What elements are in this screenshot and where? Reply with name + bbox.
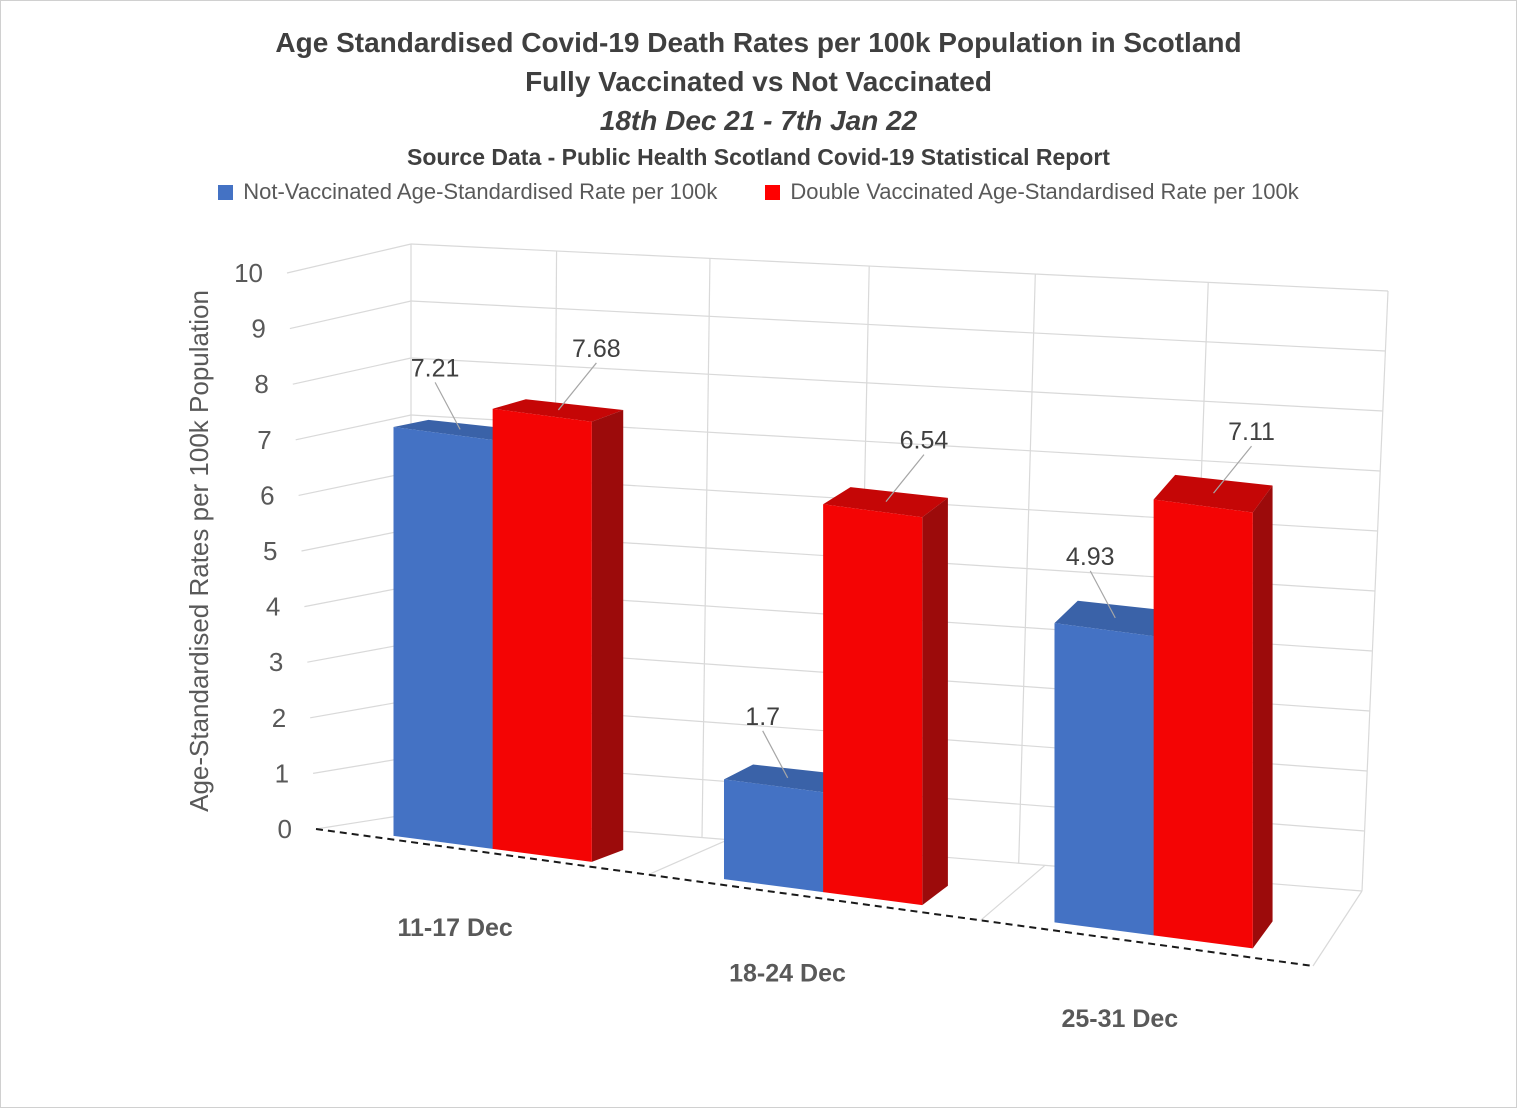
floor-gridline bbox=[648, 839, 729, 876]
legend-swatch-not-vaccinated bbox=[218, 184, 234, 200]
y-tick-label: 2 bbox=[272, 703, 286, 733]
category-label: 18-24 Dec bbox=[729, 960, 846, 988]
bar-not-vaccinated-11-17-dec-front-face bbox=[393, 427, 493, 849]
wall-vertical-gridline bbox=[1018, 274, 1036, 864]
data-label-leader-line bbox=[1213, 445, 1253, 494]
y-tick-label: 10 bbox=[234, 258, 263, 288]
side-gridline bbox=[286, 243, 412, 274]
category-label: 11-17 Dec bbox=[397, 914, 512, 942]
data-label-leader-line bbox=[885, 454, 925, 503]
data-label: 1.7 bbox=[745, 703, 780, 731]
wall-vertical-gridline bbox=[701, 258, 711, 838]
data-label-leader-line bbox=[557, 362, 597, 411]
bar-not-vaccinated-18-24-dec-front-face bbox=[723, 779, 824, 893]
legend-swatch-double-vaccinated bbox=[765, 184, 781, 200]
side-gridline bbox=[295, 414, 412, 441]
category-label: 25-31 Dec bbox=[1061, 1005, 1178, 1033]
bar-not-vaccinated-25-31-dec-front-face bbox=[1054, 623, 1154, 936]
back-gridline bbox=[410, 300, 1386, 352]
y-tick-label: 4 bbox=[266, 592, 280, 622]
bar-double-vaccinated-18-24-dec-side-face bbox=[922, 497, 948, 906]
side-gridline bbox=[289, 300, 412, 330]
bar-double-vaccinated-11-17-dec-front-face bbox=[492, 408, 592, 862]
chart-title: Age Standardised Covid-19 Death Rates pe… bbox=[275, 27, 1242, 58]
chart-header: Age Standardised Covid-19 Death Rates pe… bbox=[1, 23, 1516, 205]
chart-date-range: 18th Dec 21 - 7th Jan 22 bbox=[599, 105, 918, 136]
y-tick-label: 7 bbox=[257, 425, 271, 455]
side-gridline bbox=[298, 471, 412, 496]
data-label: 7.21 bbox=[411, 354, 460, 382]
data-label-leader-line bbox=[1089, 570, 1116, 619]
legend-item-not-vaccinated: Not-Vaccinated Age-Standardised Rate per… bbox=[218, 179, 717, 205]
legend-label-double-vaccinated: Double Vaccinated Age-Standardised Rate … bbox=[790, 179, 1299, 204]
y-tick-label: 9 bbox=[251, 314, 265, 344]
y-tick-label: 1 bbox=[275, 758, 289, 788]
bar-not-vaccinated-18-24-dec-top-face bbox=[723, 764, 851, 793]
y-tick-label: 0 bbox=[278, 814, 292, 844]
side-gridline bbox=[292, 357, 412, 385]
data-label: 7.11 bbox=[1228, 418, 1275, 446]
legend-item-double-vaccinated: Double Vaccinated Age-Standardised Rate … bbox=[765, 179, 1299, 205]
data-label-leader-line bbox=[762, 730, 789, 779]
legend-label-not-vaccinated: Not-Vaccinated Age-Standardised Rate per… bbox=[243, 179, 718, 204]
y-tick-label: 8 bbox=[254, 369, 268, 399]
data-label: 4.93 bbox=[1066, 543, 1115, 571]
side-gridline bbox=[301, 528, 412, 552]
y-axis-title: Age-Standardised Rates per 100k Populati… bbox=[184, 290, 214, 812]
y-tick-label: 5 bbox=[263, 536, 277, 566]
bar-double-vaccinated-25-31-dec-front-face bbox=[1153, 499, 1253, 949]
data-label-leader-line bbox=[434, 382, 461, 430]
bar-not-vaccinated-25-31-dec-top-face bbox=[1054, 600, 1176, 637]
chart-subtitle: Fully Vaccinated vs Not Vaccinated bbox=[525, 66, 992, 97]
floor-right-edge bbox=[1312, 890, 1363, 967]
y-tick-label: 3 bbox=[269, 647, 283, 677]
bar-double-vaccinated-25-31-dec-side-face bbox=[1252, 485, 1273, 949]
wall-vertical-gridline bbox=[1361, 290, 1389, 892]
bar-double-vaccinated-11-17-dec-top-face bbox=[492, 399, 624, 422]
chart-source-note: Source Data - Public Health Scotland Cov… bbox=[407, 144, 1110, 170]
back-gridline bbox=[410, 357, 1383, 412]
bar-double-vaccinated-25-31-dec-top-face bbox=[1153, 474, 1273, 513]
y-tick-label: 6 bbox=[260, 480, 274, 510]
data-label: 7.68 bbox=[572, 335, 621, 363]
bar-double-vaccinated-18-24-dec-front-face bbox=[823, 504, 923, 906]
data-label: 6.54 bbox=[900, 427, 949, 455]
bar-double-vaccinated-11-17-dec-side-face bbox=[591, 409, 624, 862]
legend: Not-Vaccinated Age-Standardised Rate per… bbox=[1, 179, 1516, 205]
back-gridline bbox=[410, 243, 1389, 292]
floor-gridline bbox=[980, 864, 1046, 921]
side-gridline bbox=[304, 585, 412, 608]
bar-double-vaccinated-18-24-dec-top-face bbox=[823, 487, 948, 518]
